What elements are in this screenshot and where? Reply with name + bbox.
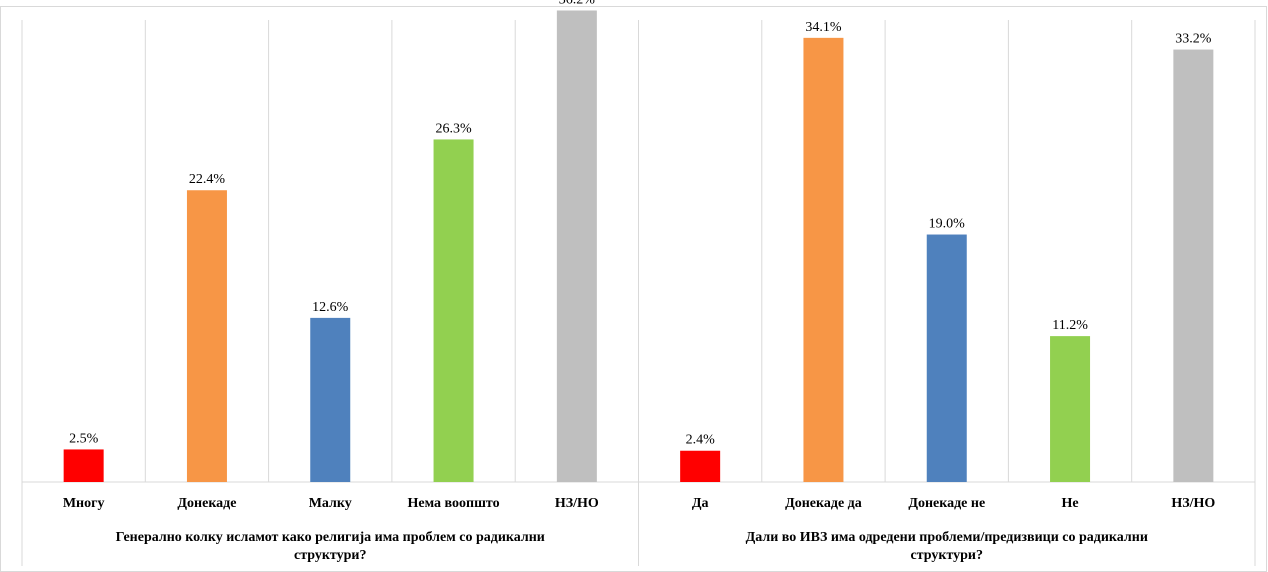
bar xyxy=(433,139,474,482)
category-label: Донекаде xyxy=(177,496,236,511)
data-label: 36.2% xyxy=(559,0,596,7)
data-label: 19.0% xyxy=(929,217,966,232)
data-label: 26.3% xyxy=(435,121,472,136)
bar xyxy=(186,190,227,483)
category-label: Донекаде не xyxy=(908,496,985,511)
category-label: Донекаде да xyxy=(785,496,862,511)
group-label: Генерално колку исламот како религија им… xyxy=(116,530,545,545)
bar xyxy=(803,37,844,482)
group-label: структури? xyxy=(294,548,366,563)
bar xyxy=(310,317,351,482)
group-label: Дали во ИВЗ има одредени проблеми/предиз… xyxy=(746,530,1148,545)
data-label: 34.1% xyxy=(805,20,842,35)
category-label: Не xyxy=(1061,496,1078,511)
bar xyxy=(556,10,597,483)
bar xyxy=(63,449,104,482)
bar xyxy=(1173,49,1214,482)
data-label: 11.2% xyxy=(1052,318,1088,333)
bar xyxy=(680,450,721,482)
bar xyxy=(1050,336,1091,482)
category-label: Нема воопшто xyxy=(408,496,500,511)
category-label: НЗ/НО xyxy=(555,496,599,511)
data-label: 22.4% xyxy=(189,172,226,187)
data-label: 2.4% xyxy=(686,433,716,448)
group-label: структури? xyxy=(911,548,983,563)
data-label: 12.6% xyxy=(312,300,349,315)
category-label: НЗ/НО xyxy=(1171,496,1215,511)
category-label: Многу xyxy=(63,496,105,511)
bar xyxy=(926,234,967,482)
data-label: 2.5% xyxy=(69,431,99,446)
category-label: Малку xyxy=(309,496,352,511)
category-label: Да xyxy=(692,496,709,511)
data-label: 33.2% xyxy=(1175,32,1212,47)
